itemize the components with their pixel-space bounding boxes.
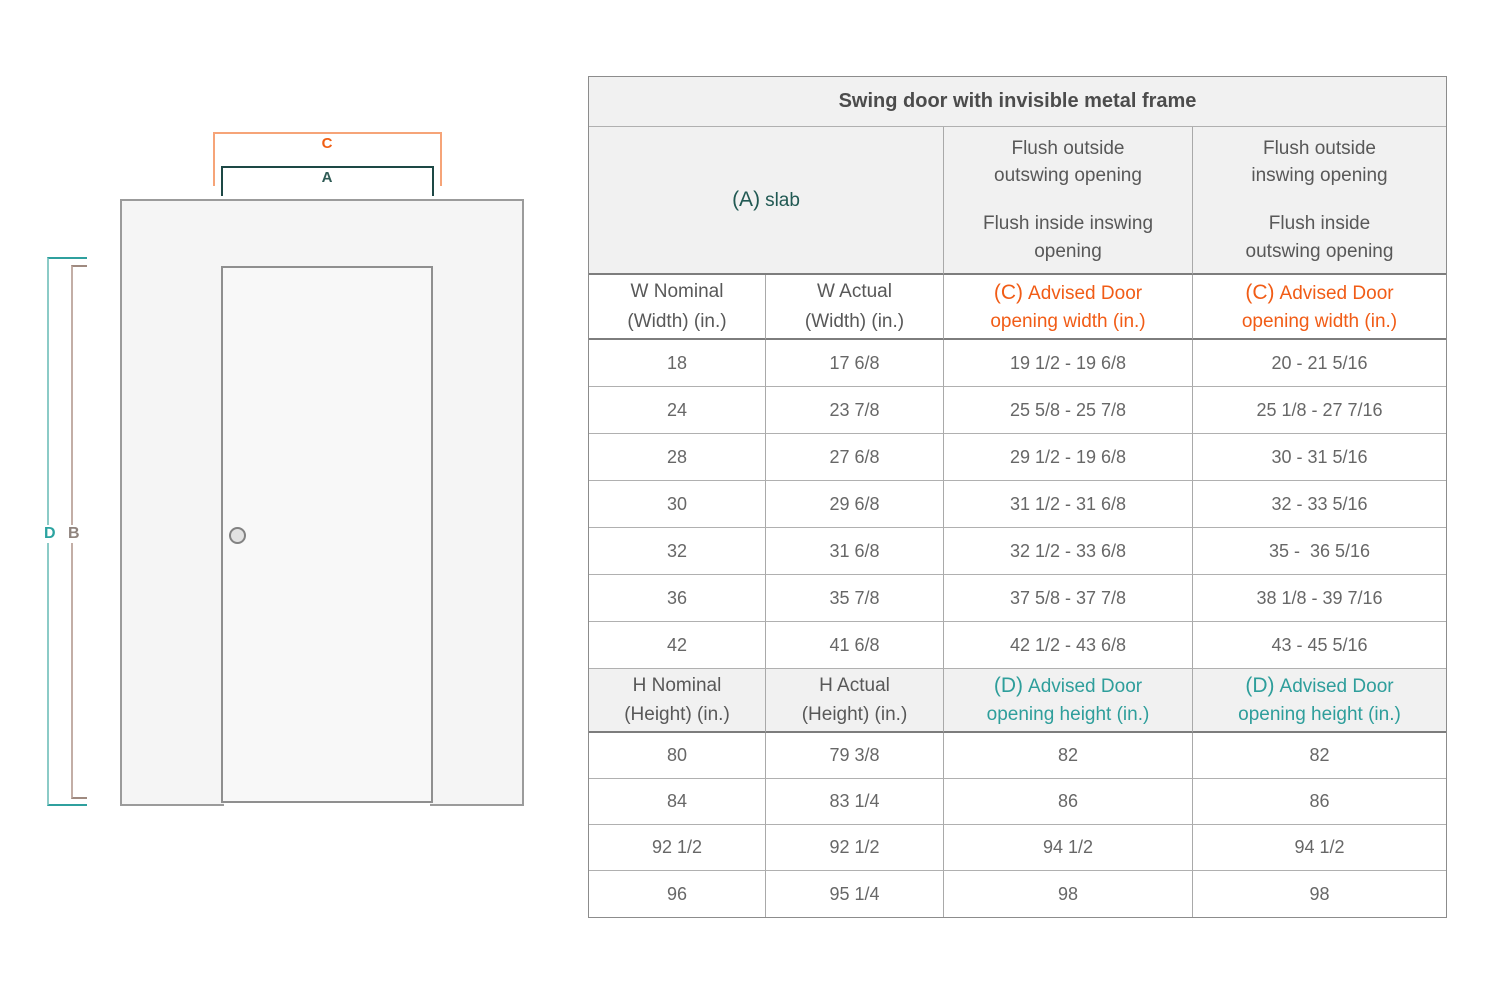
table-cell: 25 5/8 - 25 7/8 [944, 387, 1193, 434]
table-cell: 32 [589, 528, 766, 575]
table-cell: 86 [944, 779, 1193, 825]
table-cell: 36 [589, 575, 766, 622]
table-cell: 24 [589, 387, 766, 434]
table-cell: 35 7/8 [766, 575, 944, 622]
dim-bracket-a [221, 166, 434, 196]
table-cell: 32 1/2 - 33 6/8 [944, 528, 1193, 575]
table-cell: 31 1/2 - 31 6/8 [944, 481, 1193, 528]
table-cell: 35 - 36 5/16 [1193, 528, 1446, 575]
table-cell: 98 [1309, 883, 1330, 904]
table-cell: 84 [589, 779, 766, 825]
advised-height-header-cell-outswing: (D) Advised Door opening height (in.) [944, 669, 1193, 733]
table-cell: 42 1/2 - 43 6/8 [944, 622, 1193, 669]
door-slab [221, 266, 433, 803]
advised-width-header-cell-inswing: (C) Advised Door opening width (in.) [1193, 275, 1446, 340]
table-cell: 23 7/8 [766, 387, 944, 434]
door-knob [229, 527, 246, 544]
flush-inswing-header-cell: Flush outside inswing opening Flush insi… [1193, 127, 1446, 275]
table-cell: 37 5/8 - 37 7/8 [944, 575, 1193, 622]
table-cell: 30 - 31 5/16 [1193, 434, 1446, 481]
table-cell: 30 [589, 481, 766, 528]
table-cell: 94 1/2 [944, 825, 1193, 871]
table-cell: 98 [944, 871, 1193, 917]
advised-width-header-cell-outswing: (C) Advised Door opening width (in.) [944, 275, 1193, 340]
table-cell: 31 6/8 [766, 528, 944, 575]
table-cell: 82 [944, 733, 1193, 779]
door-bottom-gap [224, 803, 430, 811]
table-cell: 41 6/8 [766, 622, 944, 669]
size-table: Swing door with invisible metal frame (A… [588, 76, 1447, 918]
table-title: Swing door with invisible metal frame [589, 77, 1446, 127]
slab-header-text: (A) slab [732, 188, 800, 211]
table-cell: 42 [589, 622, 766, 669]
slab-header-cell: (A) slab [589, 127, 944, 275]
table-cell: 92 1/2 [589, 825, 766, 871]
table-cell: 32 - 33 5/16 [1193, 481, 1446, 528]
table-cell: 38 1/8 - 39 7/16 [1193, 575, 1446, 622]
h-actual-header-cell: H Actual (Height) (in.) [766, 669, 944, 733]
dim-label-d: D [42, 525, 58, 543]
table-cell: 29 1/2 - 19 6/8 [944, 434, 1193, 481]
advised-height-header-cell-inswing: (D) Advised Door opening height (in.) [1193, 669, 1446, 733]
dim-label-c: C [321, 135, 334, 152]
dim-label-a: A [321, 169, 334, 186]
table-cell: 80 [589, 733, 766, 779]
table-cell: 27 6/8 [766, 434, 944, 481]
table-cell: 92 1/2 [766, 825, 944, 871]
table-cell: 29 6/8 [766, 481, 944, 528]
flush-outswing-header-cell: Flush outside outswing opening Flush ins… [944, 127, 1193, 275]
dim-label-b: B [66, 525, 82, 543]
table-cell: 17 6/8 [766, 340, 944, 387]
dim-bracket-c [213, 132, 442, 186]
table-cell: 94 1/2 [1193, 825, 1446, 871]
table-cell: 28 [589, 434, 766, 481]
table-cell: 83 1/4 [766, 779, 944, 825]
table-cell: 25 1/8 - 27 7/16 [1193, 387, 1446, 434]
table-cell: 79 3/8 [766, 733, 944, 779]
table-cell: 18 [589, 340, 766, 387]
table-cell: 96 [589, 871, 766, 917]
w-nominal-header-cell: W Nominal (Width) (in.) [589, 275, 766, 340]
table-cell: 82 [1193, 733, 1446, 779]
w-actual-header-cell: W Actual (Width) (in.) [766, 275, 944, 340]
h-nominal-header-cell: H Nominal (Height) (in.) [589, 669, 766, 733]
table-cell: 43 - 45 5/16 [1193, 622, 1446, 669]
table-cell: 19 1/2 - 19 6/8 [944, 340, 1193, 387]
table-cell: 95 1/4 [766, 871, 944, 917]
table-cell: 86 [1193, 779, 1446, 825]
table-cell: 20 - 21 5/16 [1193, 340, 1446, 387]
